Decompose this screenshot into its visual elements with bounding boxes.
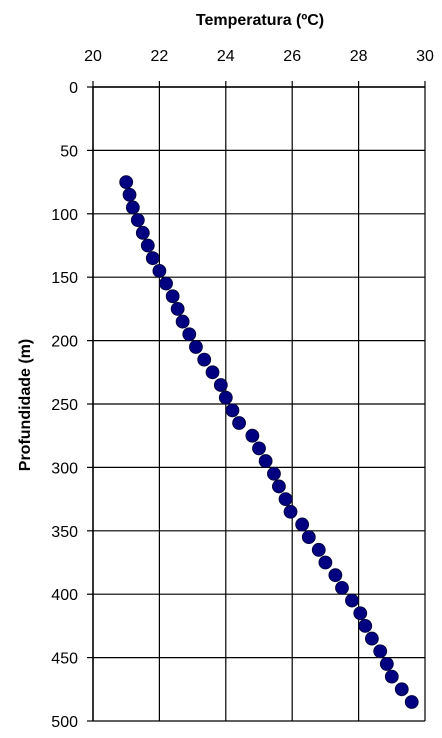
data-point <box>165 289 180 304</box>
x-axis-ticks: 20 22 24 26 28 30 <box>84 48 434 65</box>
data-point <box>189 340 203 354</box>
x-tick-label: 28 <box>350 48 368 65</box>
x-axis-title: Temperatura (ºC) <box>196 12 324 29</box>
y-tick-label: 100 <box>51 207 78 224</box>
data-point <box>335 580 349 595</box>
y-tick-label: 300 <box>51 460 78 477</box>
data-point <box>175 314 190 329</box>
data-points <box>119 175 419 709</box>
y-axis-title: Profundidade (m) <box>17 339 34 471</box>
y-tick-label: 150 <box>51 270 78 287</box>
data-point <box>197 352 212 367</box>
data-point <box>394 682 409 697</box>
x-tick-label: 26 <box>283 48 301 65</box>
data-point <box>258 454 273 468</box>
data-point <box>119 175 134 190</box>
data-point <box>379 657 394 671</box>
data-point <box>140 238 155 253</box>
data-point <box>252 441 266 456</box>
data-point <box>159 276 173 291</box>
x-tick-label: 22 <box>151 48 169 65</box>
data-point <box>272 479 286 494</box>
data-point <box>145 251 160 266</box>
data-point <box>135 225 150 240</box>
data-point <box>318 555 333 570</box>
data-point <box>213 378 228 392</box>
y-tick-label: 50 <box>60 143 78 160</box>
y-tick-label: 250 <box>51 397 78 414</box>
data-point <box>283 504 298 519</box>
y-tick-label: 350 <box>51 524 78 541</box>
y-tick-label: 400 <box>51 587 78 604</box>
data-point <box>345 593 359 608</box>
data-point <box>278 492 293 507</box>
data-point <box>205 365 220 380</box>
data-point <box>328 568 343 583</box>
data-point <box>353 606 368 621</box>
data-point <box>358 619 373 633</box>
data-point <box>404 695 419 709</box>
data-point <box>170 301 185 316</box>
data-point <box>152 263 167 278</box>
gridlines <box>87 81 426 722</box>
data-point <box>311 542 326 557</box>
y-tick-label: 0 <box>69 80 78 97</box>
x-tick-label: 20 <box>84 48 102 65</box>
y-axis-ticks: 0 50 100 150 200 250 300 350 400 450 500 <box>51 80 78 731</box>
data-point <box>295 517 310 532</box>
data-point <box>245 428 260 443</box>
x-tick-label: 24 <box>217 48 235 65</box>
data-point <box>130 213 145 228</box>
data-point <box>125 200 140 215</box>
data-point <box>218 390 233 405</box>
data-point <box>301 530 316 545</box>
x-tick-label: 30 <box>416 48 434 65</box>
y-tick-label: 200 <box>51 334 78 351</box>
data-point <box>182 327 197 342</box>
data-point <box>122 187 137 202</box>
y-tick-label: 450 <box>51 651 78 668</box>
data-point <box>267 466 281 481</box>
y-tick-label: 500 <box>51 714 78 731</box>
data-point <box>232 416 246 430</box>
data-point <box>384 669 399 684</box>
data-point <box>225 403 240 418</box>
data-point <box>373 644 388 659</box>
data-point <box>364 631 379 646</box>
